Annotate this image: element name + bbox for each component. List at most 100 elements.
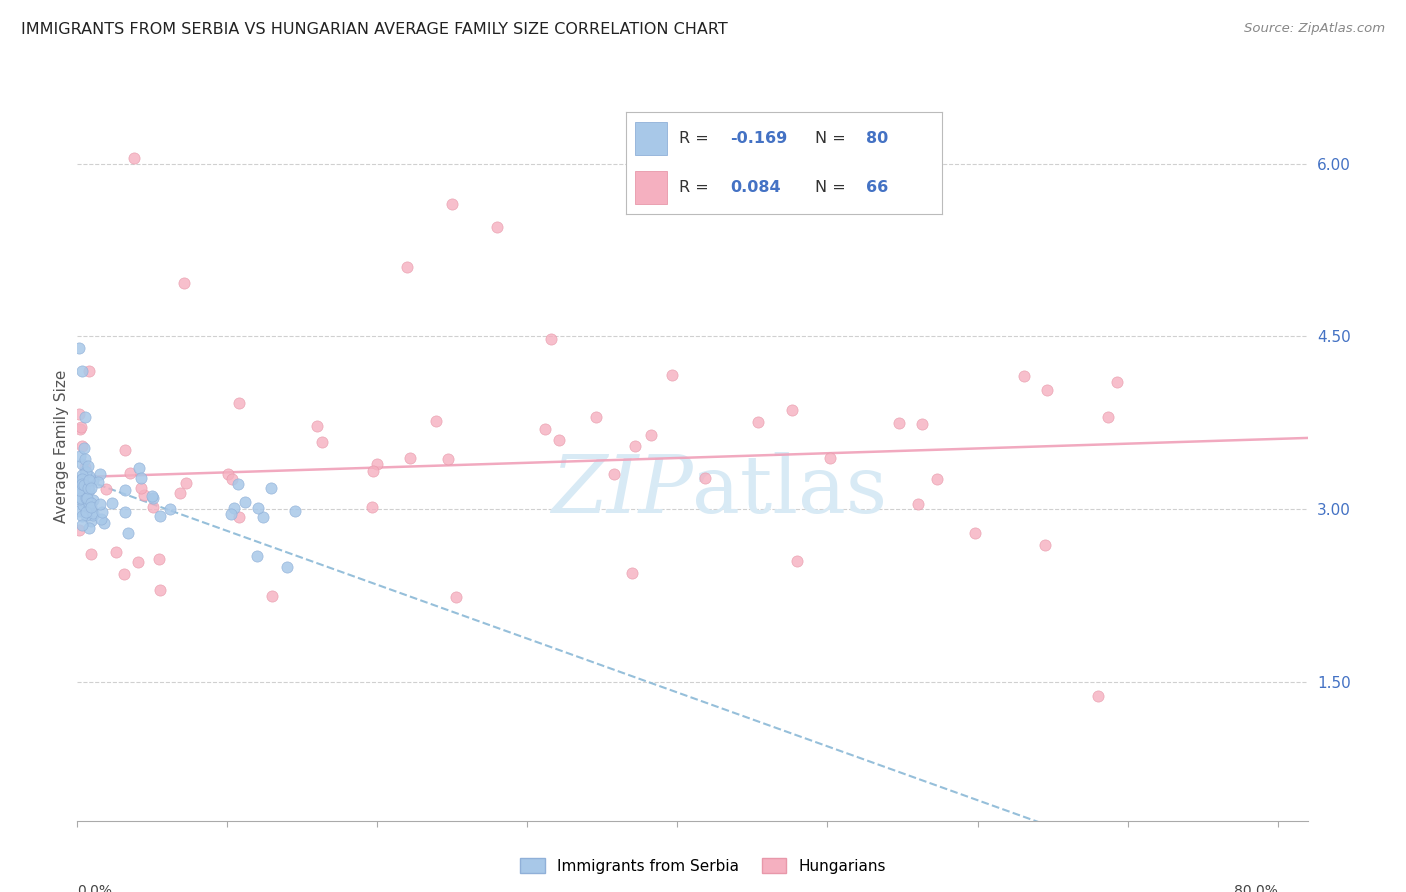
Point [307, 418, 329, 433]
Point [963, 526, 986, 541]
Text: 0.0%: 0.0% [77, 884, 112, 892]
Point [366, 457, 388, 471]
Point [69, 491, 91, 506]
Point [77, 496, 100, 510]
Point [77, 458, 100, 473]
Point [623, 439, 645, 453]
Point [80, 547, 103, 561]
Point [142, 491, 165, 506]
Text: N =: N = [815, 180, 852, 195]
Point [548, 434, 571, 448]
Point [124, 151, 146, 165]
Point [76, 491, 98, 505]
Point [399, 450, 422, 465]
Point [360, 500, 382, 514]
Point [80, 496, 103, 510]
Point [233, 495, 256, 509]
Point [67, 504, 90, 518]
Point [396, 260, 419, 275]
Point [70, 364, 93, 378]
Point [75, 505, 97, 519]
Text: IMMIGRANTS FROM SERBIA VS HUNGARIAN AVERAGE FAMILY SIZE CORRELATION CHART: IMMIGRANTS FROM SERBIA VS HUNGARIAN AVER… [21, 22, 728, 37]
Point [80, 481, 103, 495]
Point [104, 545, 127, 559]
Text: Source: ZipAtlas.com: Source: ZipAtlas.com [1244, 22, 1385, 36]
Point [889, 416, 911, 430]
Point [228, 396, 250, 410]
Point [114, 442, 136, 457]
Point [70, 439, 93, 453]
Point [128, 461, 150, 475]
Bar [636, 122, 666, 154]
Point [149, 508, 172, 523]
Point [246, 549, 269, 563]
Point [911, 417, 934, 431]
Point [217, 467, 239, 482]
Point [1097, 410, 1119, 425]
Point [72, 498, 94, 512]
Point [75, 508, 97, 522]
Point [75, 452, 97, 467]
Point [73, 410, 96, 425]
Point [77, 473, 100, 487]
Point [73, 441, 96, 455]
Point [75, 467, 97, 481]
Point [602, 467, 624, 482]
Point [73, 488, 96, 502]
Point [129, 470, 152, 484]
Point [82, 492, 104, 507]
Point [69, 422, 91, 436]
Text: N =: N = [815, 130, 852, 145]
Point [169, 486, 191, 500]
Point [69, 491, 91, 506]
Point [159, 502, 181, 516]
Point [780, 402, 803, 417]
Point [621, 566, 644, 580]
Point [73, 486, 96, 500]
Point [219, 507, 242, 521]
Point [72, 457, 94, 471]
Point [1105, 375, 1128, 389]
Point [72, 499, 94, 513]
Point [77, 499, 100, 513]
Point [73, 478, 96, 492]
Point [75, 485, 97, 500]
Point [361, 464, 384, 478]
Point [72, 479, 94, 493]
Point [1087, 689, 1109, 703]
Point [252, 510, 274, 524]
Point [1033, 538, 1056, 552]
Point [142, 500, 165, 514]
Point [67, 341, 90, 355]
Point [73, 477, 96, 491]
Point [141, 489, 163, 503]
Point [70, 517, 93, 532]
Point [69, 483, 91, 497]
Point [661, 368, 683, 382]
Point [585, 410, 607, 425]
Point [221, 472, 243, 486]
Point [73, 483, 96, 497]
Point [129, 481, 152, 495]
Point [82, 506, 104, 520]
Point [79, 521, 101, 535]
Point [77, 468, 100, 483]
Point [441, 197, 464, 211]
Point [437, 451, 460, 466]
Point [228, 509, 250, 524]
Point [534, 422, 557, 436]
Point [72, 472, 94, 486]
Point [75, 464, 97, 478]
Point [148, 551, 170, 566]
Point [118, 466, 141, 480]
Point [820, 451, 842, 466]
Point [112, 567, 135, 582]
Point [73, 481, 96, 495]
Point [82, 508, 104, 522]
Point [89, 467, 111, 482]
Point [444, 590, 467, 604]
Point [907, 186, 929, 200]
Point [80, 515, 103, 529]
Point [79, 364, 101, 378]
Point [222, 500, 245, 515]
